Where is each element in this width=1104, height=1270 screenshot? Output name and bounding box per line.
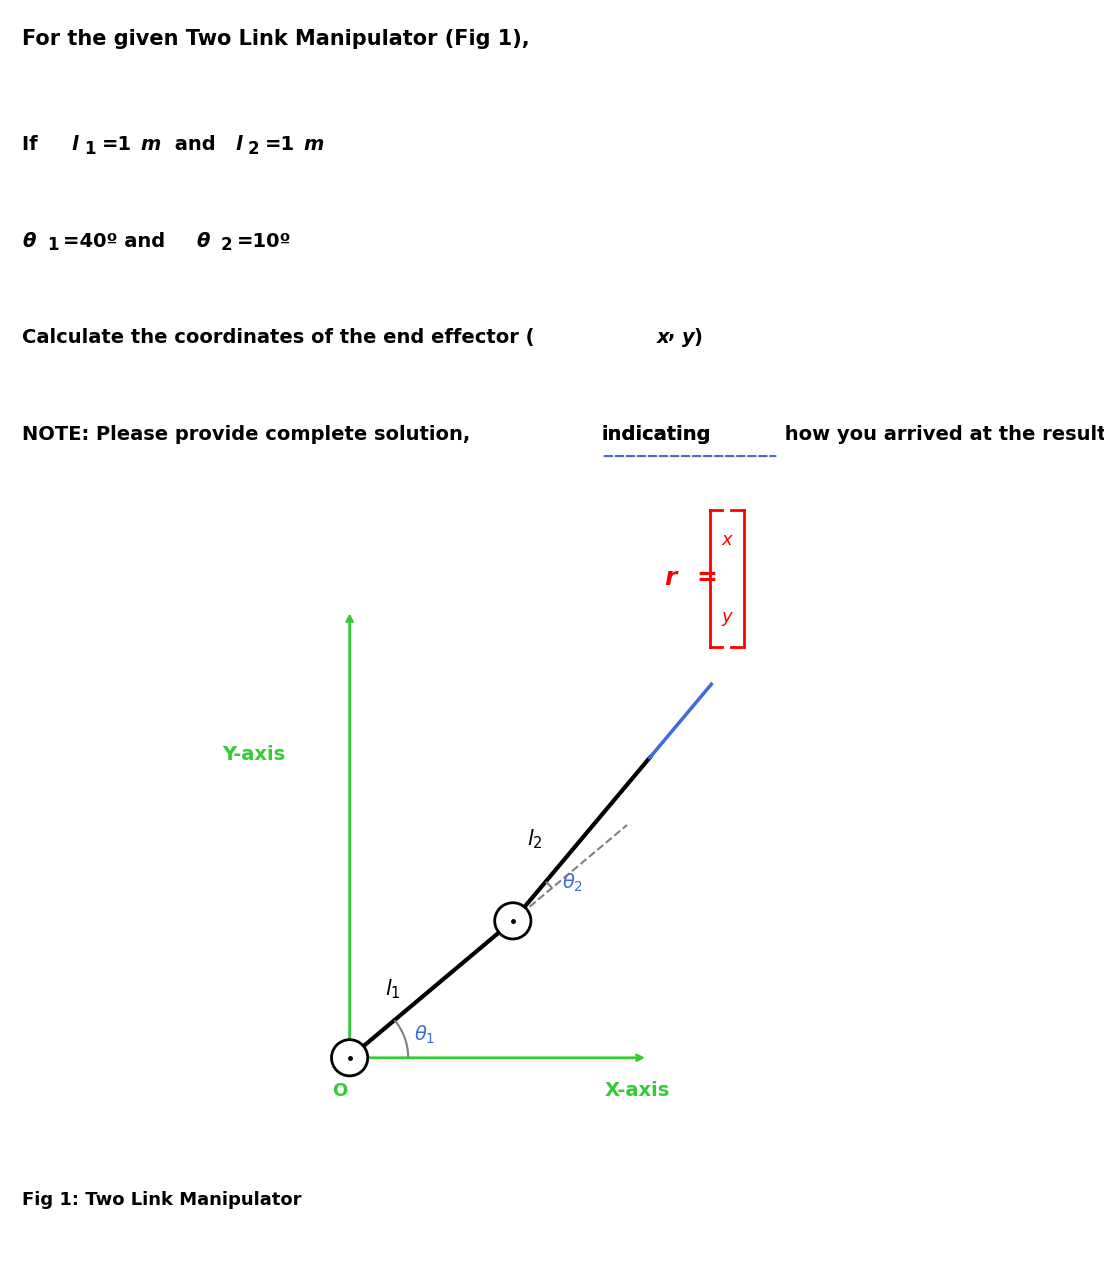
Text: x: x (721, 531, 732, 549)
Text: x: x (657, 328, 669, 347)
Text: =1: =1 (265, 135, 295, 154)
Text: indicating: indicating (602, 424, 711, 443)
Text: =: = (697, 566, 718, 591)
Text: 1: 1 (47, 236, 59, 254)
Text: =10º: =10º (237, 231, 291, 250)
Text: Y-axis: Y-axis (222, 744, 285, 763)
Text: θ: θ (22, 231, 35, 250)
Circle shape (495, 903, 531, 939)
Text: $\theta_2$: $\theta_2$ (562, 872, 583, 894)
Text: For the given Two Link Manipulator (Fig 1),: For the given Two Link Manipulator (Fig … (22, 29, 530, 50)
Text: $\boldsymbol{r}$: $\boldsymbol{r}$ (665, 566, 680, 591)
Text: 2: 2 (247, 140, 259, 157)
Text: l: l (72, 135, 78, 154)
Text: Fig 1: Two Link Manipulator: Fig 1: Two Link Manipulator (22, 1191, 301, 1209)
Text: m: m (140, 135, 160, 154)
Text: $l_2$: $l_2$ (527, 828, 542, 851)
Text: If: If (22, 135, 44, 154)
Circle shape (331, 1040, 368, 1076)
Text: =1: =1 (102, 135, 131, 154)
Text: and: and (168, 135, 222, 154)
Text: y: y (682, 328, 696, 347)
Text: indicating: indicating (602, 424, 711, 443)
Text: NOTE: Please provide complete solution,: NOTE: Please provide complete solution, (22, 424, 477, 443)
Text: ,: , (668, 324, 676, 343)
Text: 1: 1 (84, 140, 95, 157)
Text: m: m (304, 135, 323, 154)
Text: Calculate the coordinates of the end effector (: Calculate the coordinates of the end eff… (22, 328, 534, 347)
Text: 2: 2 (221, 236, 233, 254)
Text: ): ) (693, 328, 702, 347)
Text: $\theta_1$: $\theta_1$ (414, 1024, 435, 1046)
Text: l: l (235, 135, 242, 154)
Text: how you arrived at the result.: how you arrived at the result. (778, 424, 1104, 443)
Text: O: O (332, 1082, 348, 1100)
Text: $l_1$: $l_1$ (385, 978, 401, 1001)
Text: X-axis: X-axis (605, 1081, 670, 1100)
Text: θ: θ (197, 231, 210, 250)
Text: y: y (721, 608, 732, 626)
Text: =40º and: =40º and (63, 231, 172, 250)
